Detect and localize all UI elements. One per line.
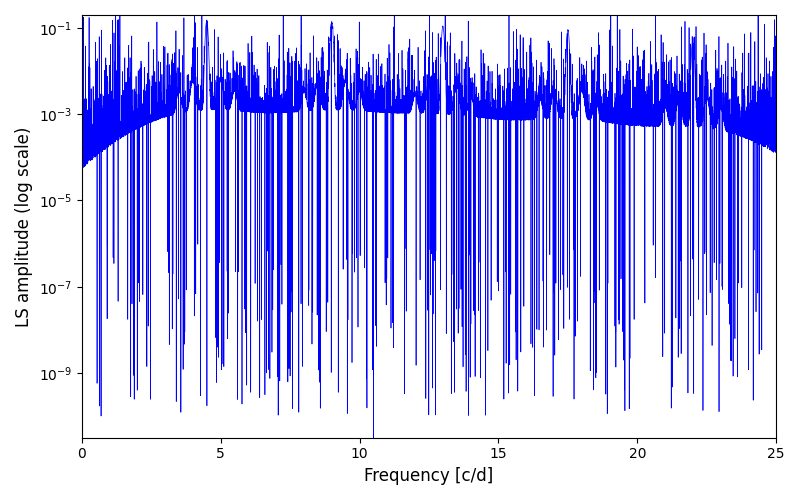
X-axis label: Frequency [c/d]: Frequency [c/d] <box>364 467 494 485</box>
Y-axis label: LS amplitude (log scale): LS amplitude (log scale) <box>15 126 33 326</box>
